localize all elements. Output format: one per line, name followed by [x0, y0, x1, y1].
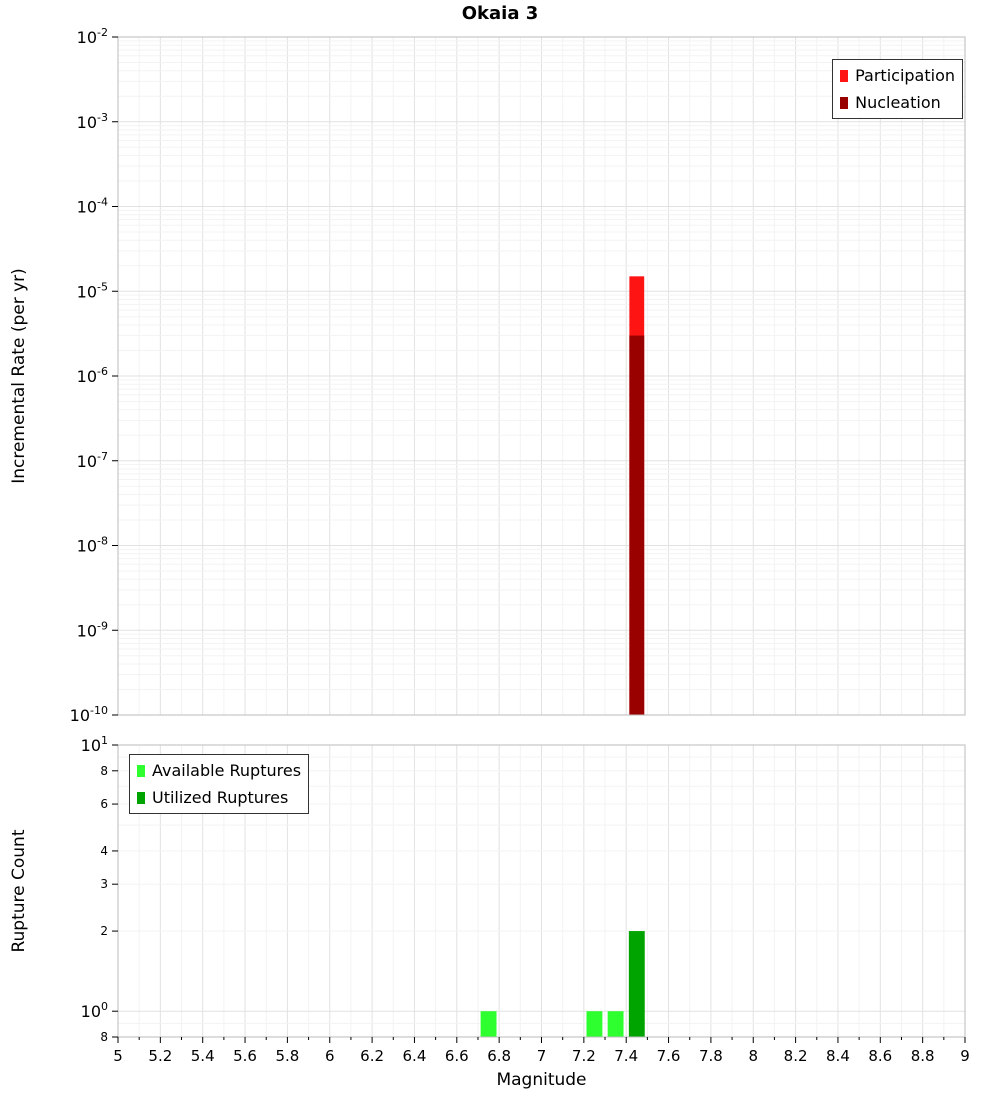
x-axis-label: Magnitude [496, 1070, 587, 1090]
x-tick-label: 9 [960, 1047, 970, 1065]
y-tick-label: 4 [100, 844, 108, 858]
y-tick-label: 10-8 [77, 535, 108, 556]
x-tick-label: 5.4 [191, 1047, 215, 1065]
x-tick-label: 8.4 [826, 1047, 850, 1065]
x-tick-label: 6 [325, 1047, 335, 1065]
legend-item-nucleation: Nucleation [840, 90, 955, 115]
y-tick-label: 10-10 [70, 704, 108, 725]
bar [480, 1011, 497, 1037]
x-tick-label: 6.4 [403, 1047, 427, 1065]
bar [629, 335, 645, 715]
y-tick-label: 101 [81, 734, 108, 755]
x-tick-label: 6.8 [487, 1047, 511, 1065]
y-tick-label: 8 [100, 764, 108, 778]
x-tick-label: 8.8 [911, 1047, 935, 1065]
y-tick-label: 3 [100, 877, 108, 891]
rate-chart-legend: Participation Nucleation [832, 59, 963, 119]
x-tick-label: 8 [748, 1047, 758, 1065]
x-tick-label: 7.6 [657, 1047, 681, 1065]
x-tick-label: 7.2 [572, 1047, 596, 1065]
y-tick-label: 10-7 [77, 450, 108, 471]
available-ruptures-swatch [137, 764, 145, 777]
legend-item-participation: Participation [840, 63, 955, 88]
legend-label-participation: Participation [855, 66, 955, 85]
y-tick-label: 2 [100, 924, 108, 938]
bar [586, 1011, 603, 1037]
x-tick-label: 5.8 [275, 1047, 299, 1065]
legend-label-available-ruptures: Available Ruptures [152, 761, 302, 780]
y-tick-label: 10-2 [77, 26, 108, 47]
y-tick-label: 100 [81, 1000, 108, 1021]
bar [628, 931, 645, 1037]
x-tick-label: 6.6 [445, 1047, 469, 1065]
x-tick-label: 7.4 [614, 1047, 638, 1065]
chart-title: Okaia 3 [461, 3, 539, 24]
count-chart-legend: Available Ruptures Utilized Ruptures [129, 754, 310, 814]
y-tick-label: 6 [100, 797, 108, 811]
legend-label-utilized-ruptures: Utilized Ruptures [152, 788, 289, 807]
legend-item-available-ruptures: Available Ruptures [137, 758, 301, 783]
x-tick-label: 5 [113, 1047, 123, 1065]
nucleation-swatch [840, 96, 849, 109]
y-tick-label: 10-6 [77, 365, 108, 386]
bar [607, 1011, 624, 1037]
legend-label-nucleation: Nucleation [855, 93, 941, 112]
x-tick-label: 8.6 [868, 1047, 892, 1065]
y-tick-label: 10-9 [77, 619, 108, 640]
y-tick-label: 10-3 [77, 111, 108, 132]
x-tick-label: 7 [537, 1047, 547, 1065]
x-tick-label: 8.2 [784, 1047, 808, 1065]
y-tick-label: 10-4 [77, 196, 108, 217]
utilized-ruptures-swatch [137, 791, 145, 804]
x-tick-label: 6.2 [360, 1047, 384, 1065]
x-tick-label: 5.6 [233, 1047, 257, 1065]
x-tick-label: 7.8 [699, 1047, 723, 1065]
x-tick-label: 5.2 [148, 1047, 172, 1065]
participation-swatch [840, 69, 849, 82]
legend-item-utilized-ruptures: Utilized Ruptures [137, 785, 301, 810]
y-tick-label: 8 [100, 1030, 108, 1044]
rate-chart: 10-2 10-3 10-4 10-5 10-6 10-7 10-8 10-9 10-10 [70, 26, 966, 725]
y-tick-label: 10-5 [77, 280, 108, 301]
